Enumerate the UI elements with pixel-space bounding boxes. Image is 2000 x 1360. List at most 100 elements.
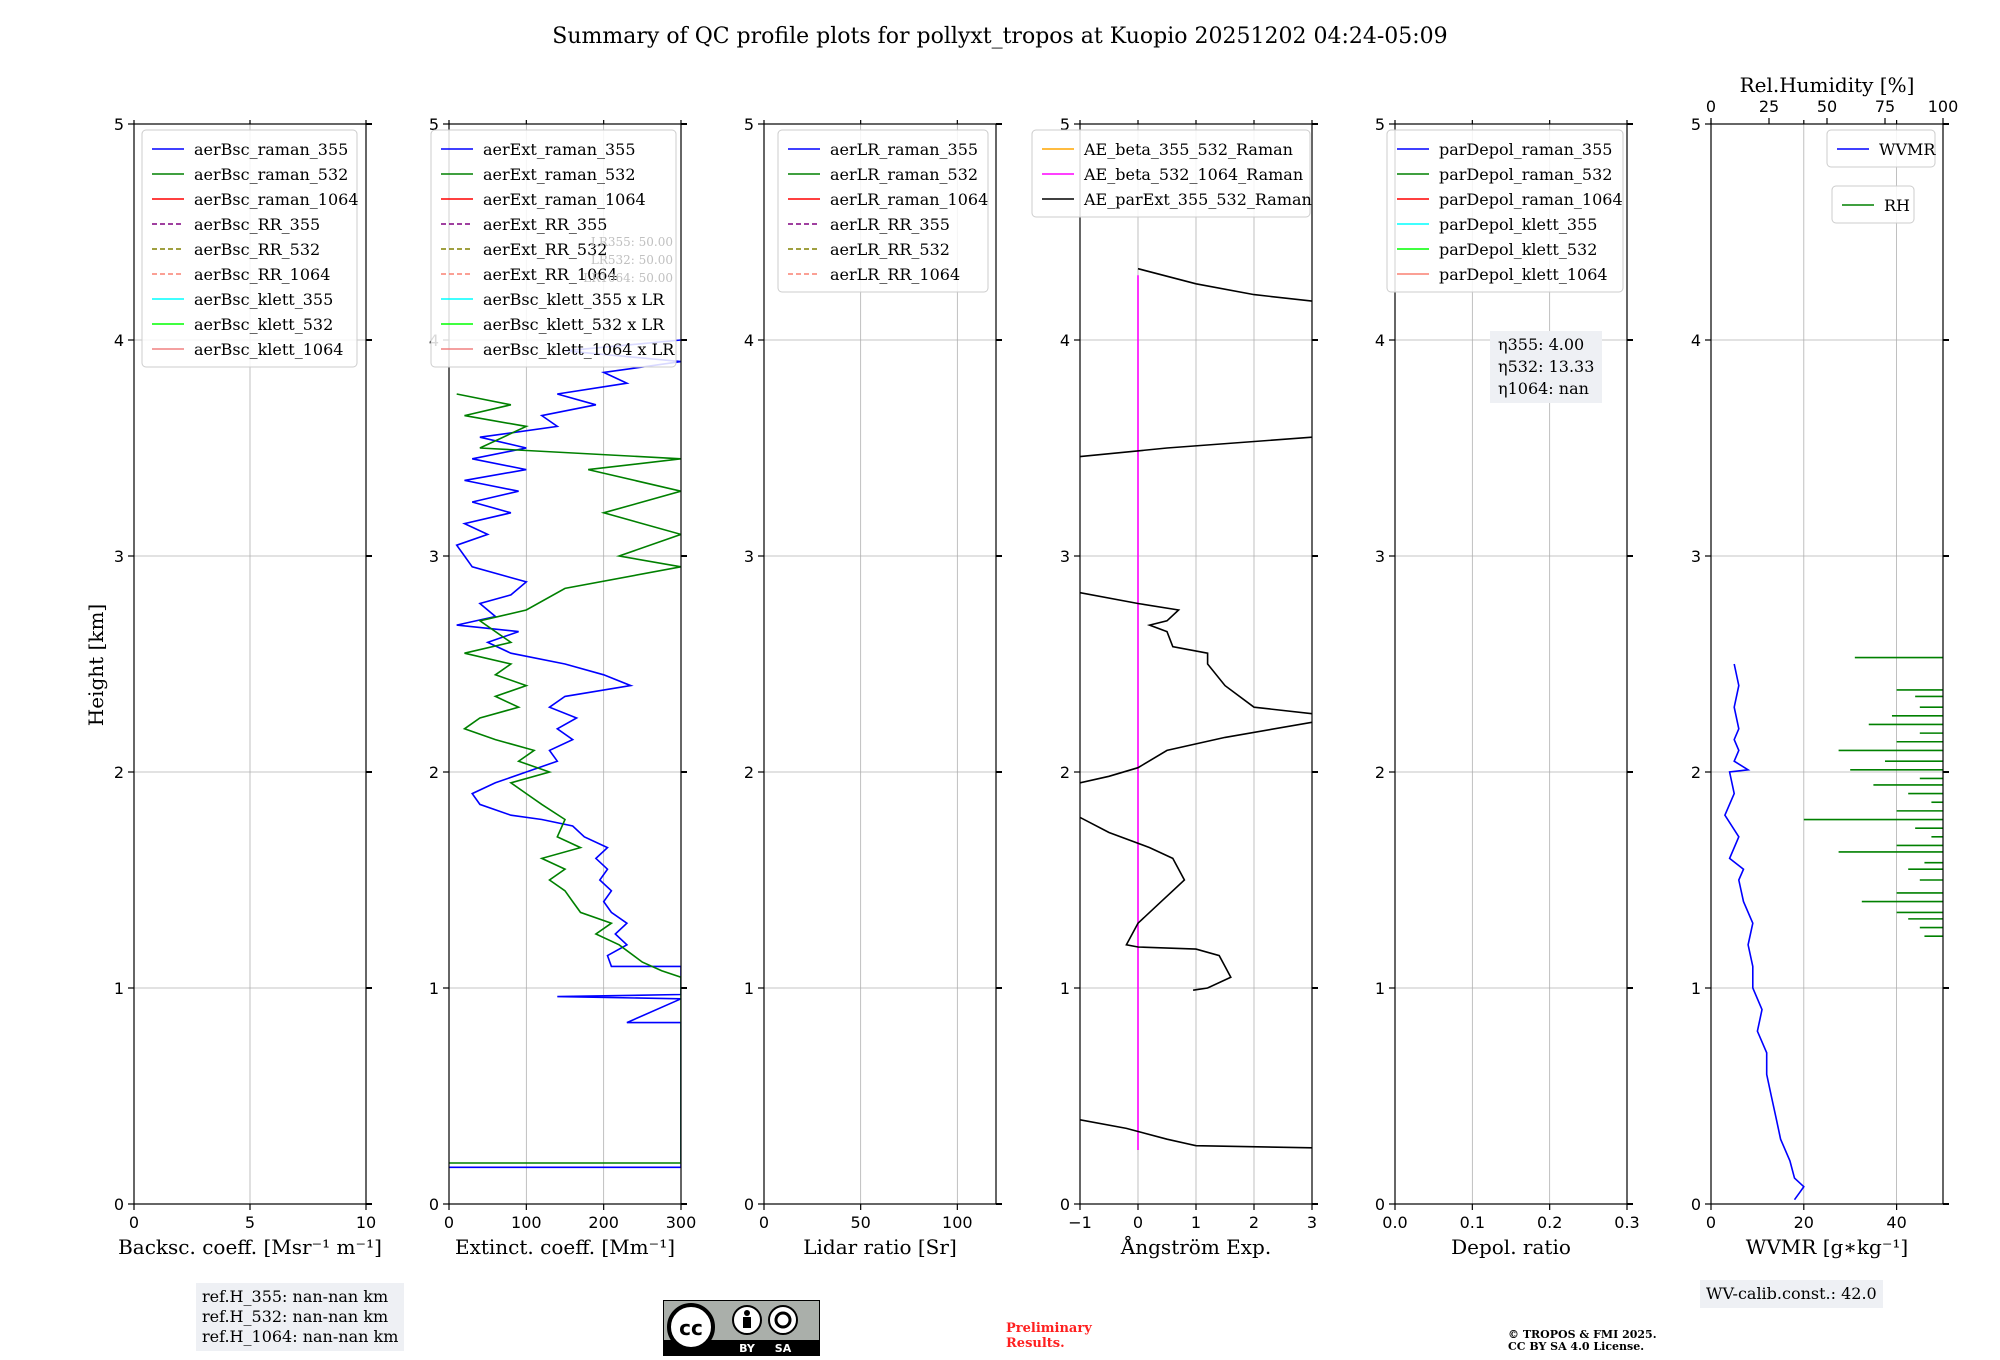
y-tick-label: 1	[744, 979, 754, 998]
legend-frame	[1826, 129, 1936, 168]
x-tick-label: 100	[942, 1213, 973, 1232]
preliminary-line-2: Results.	[1006, 1336, 1065, 1351]
faint-lr-label: LR532: 50.00	[591, 253, 673, 267]
legend-label: aerBsc_raman_355	[194, 140, 348, 159]
axes-frame	[448, 123, 682, 1205]
x-tick-label: 3	[1307, 1213, 1317, 1232]
series-AE_parExt_355_532_Raman_f	[1137, 267, 1312, 302]
x-tick-label: 20	[1794, 1213, 1814, 1232]
legend-label: aerBsc_RR_355	[194, 215, 320, 234]
y-tick-label: 1	[1691, 979, 1701, 998]
legend-label: aerExt_raman_1064	[483, 190, 646, 209]
copyright-line-1: © TROPOS & FMI 2025.	[1508, 1328, 1657, 1341]
y-tick-label: 3	[744, 547, 754, 566]
y-tick-label: 2	[429, 763, 439, 782]
top-x-tick-label: 75	[1875, 97, 1895, 116]
legend-label: AE_parExt_355_532_Raman	[1083, 190, 1312, 209]
y-tick-label: 0	[429, 1195, 439, 1214]
y-tick-label: 5	[1375, 115, 1385, 134]
legend-frame	[430, 129, 677, 368]
cc-icon	[667, 1303, 715, 1351]
legend-label: aerLR_RR_1064	[830, 265, 960, 284]
legend-label: RH	[1884, 196, 1910, 215]
x-tick-label: 200	[588, 1213, 619, 1232]
top-x-tick-label: 100	[1928, 97, 1959, 116]
y-tick-label: 2	[1375, 763, 1385, 782]
y-tick-label: 3	[114, 547, 124, 566]
y-tick-label: 1	[1060, 979, 1070, 998]
x-axis-label: WVMR [g∗kg⁻¹]	[1746, 1235, 1908, 1259]
ref-height-532: ref.H_532: nan-nan km	[202, 1307, 389, 1326]
legend-label: parDepol_klett_532	[1439, 240, 1597, 259]
x-tick-label: 40	[1886, 1213, 1906, 1232]
legend-label: aerLR_raman_1064	[830, 190, 988, 209]
y-tick-label: 2	[114, 763, 124, 782]
legend-label: aerExt_raman_355	[483, 140, 636, 159]
panel-5: 0.0 0.1 0.2 0.3 0 1 2 3 4 5 Depol. ratio parDepol_r…	[1375, 115, 1640, 1259]
svg-text:cc: cc	[679, 1316, 703, 1340]
faint-lr-label: LR355: 50.00	[591, 235, 673, 249]
series-AE_parExt_355_532_Raman_b	[1080, 816, 1232, 991]
legend: AE_beta_355_532_Raman AE_beta_532_1064_Ra…	[1031, 129, 1312, 218]
top-x-tick-label: 25	[1759, 97, 1779, 116]
x-tick-label: 10	[356, 1213, 376, 1232]
legend-label: parDepol_raman_355	[1439, 140, 1612, 159]
legend-label: aerExt_raman_532	[483, 165, 636, 184]
legend-label: AE_beta_355_532_Raman	[1083, 140, 1293, 159]
x-tick-label: 0.3	[1614, 1213, 1639, 1232]
legend-label: aerBsc_klett_355	[194, 290, 333, 309]
eta-box: η355: 4.00 η532: 13.33 η1064: nan	[1490, 331, 1603, 403]
series-aerExt_raman_355	[449, 339, 681, 1169]
y-tick-label: 5	[1060, 115, 1070, 134]
x-tick-label: 100	[511, 1213, 542, 1232]
y-tick-label: 4	[744, 331, 754, 350]
y-tick-label: 5	[744, 115, 754, 134]
x-tick-label: 0	[129, 1213, 139, 1232]
preliminary-note: Preliminary Results.	[1006, 1321, 1092, 1351]
panel-3: 0 50 100 0 1 2 3 4 5 Lidar ratio [Sr] aerLR_raman_…	[744, 115, 1002, 1259]
cc-by-label: BY	[739, 1342, 756, 1355]
x-tick-label: 0.2	[1537, 1213, 1562, 1232]
legend: WVMR	[1826, 129, 1936, 168]
x-axis-label: Ångström Exp.	[1120, 1234, 1271, 1259]
y-tick-label: 0	[114, 1195, 124, 1214]
legend: parDepol_raman_355 parDepol_raman_532 parD…	[1386, 129, 1624, 293]
y-tick-label: 0	[1375, 1195, 1385, 1214]
y-tick-label: 4	[1060, 331, 1070, 350]
copyright-line-2: CC BY SA 4.0 License.	[1508, 1340, 1645, 1353]
legend: aerLR_raman_355 aerLR_raman_532 aerLR_rama…	[777, 129, 989, 293]
x-axis-label: Depol. ratio	[1451, 1235, 1571, 1259]
series-AE_parExt_355_532_Raman	[1080, 1119, 1312, 1149]
legend-label: aerExt_RR_532	[483, 240, 607, 259]
axes-frame	[1394, 123, 1628, 1205]
legend-label: aerExt_RR_1064	[483, 265, 618, 284]
series-AE_parExt_355_532_Raman_c	[1080, 721, 1312, 784]
faint-lr-label: LR1064: 50.00	[583, 271, 673, 285]
x-tick-label: 0	[759, 1213, 769, 1232]
y-tick-label: 2	[1691, 763, 1701, 782]
y-tick-label: 5	[114, 115, 124, 134]
legend-label: aerBsc_RR_532	[194, 240, 320, 259]
legend-label: parDepol_klett_355	[1439, 215, 1597, 234]
cc-sa-label: SA	[775, 1342, 792, 1355]
y-tick-label: 3	[1375, 547, 1385, 566]
legend-label: aerLR_RR_532	[830, 240, 950, 259]
legend-frame	[1386, 129, 1624, 293]
y-tick-label: 3	[1060, 547, 1070, 566]
panel-1: 0 5 10 0 1 2 3 4 5 Backsc. coeff. [Msr⁻¹ m⁻¹] aerB…	[114, 115, 382, 1259]
legend-frame	[141, 129, 358, 368]
ref-height-355: ref.H_355: nan-nan km	[202, 1287, 389, 1306]
x-tick-label: 300	[666, 1213, 697, 1232]
legend-label: aerBsc_klett_532 x LR	[483, 315, 665, 334]
x-axis-label: Extinct. coeff. [Mm⁻¹]	[455, 1235, 675, 1259]
legend-label: aerLR_raman_355	[830, 140, 978, 159]
top-x-tick-label: 50	[1817, 97, 1837, 116]
legend-label: aerBsc_klett_355 x LR	[483, 290, 665, 309]
eta-1064: η1064: nan	[1498, 379, 1589, 398]
ref-height-1064: ref.H_1064: nan-nan km	[202, 1327, 399, 1346]
legend-frame	[1031, 129, 1311, 218]
figure-title: Summary of QC profile plots for pollyxt_…	[552, 24, 1447, 49]
y-tick-label: 5	[1691, 115, 1701, 134]
